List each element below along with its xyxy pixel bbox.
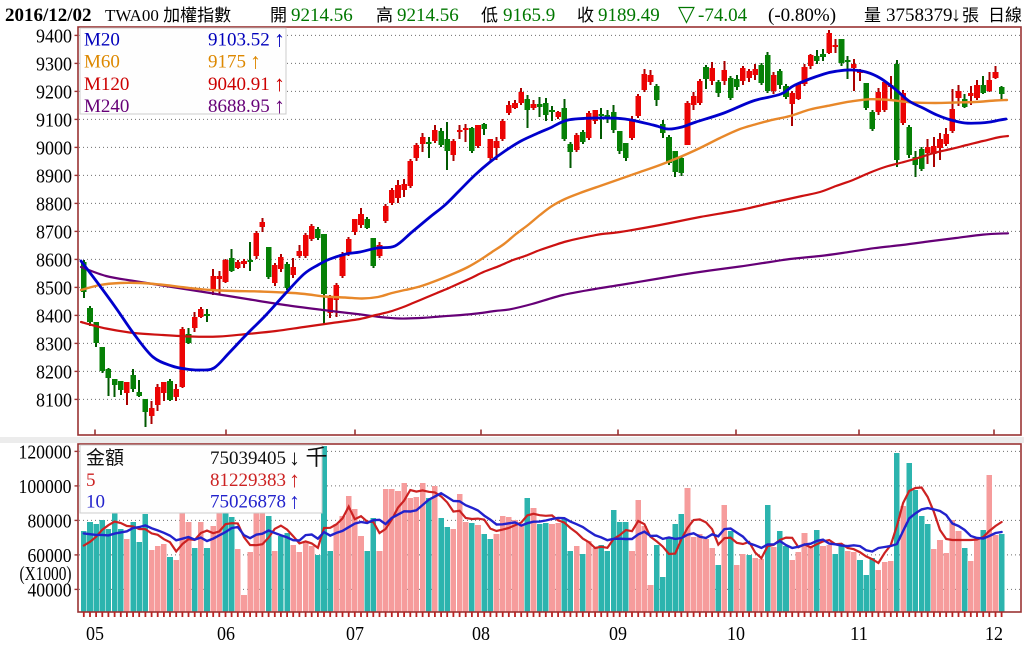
svg-text:9103.52: 9103.52	[208, 30, 270, 51]
svg-text:8100: 8100	[36, 389, 72, 411]
svg-text:M240: M240	[84, 96, 129, 117]
svg-text:9300: 9300	[36, 53, 72, 75]
svg-text:75026878: 75026878	[210, 492, 286, 513]
svg-text:3758379: 3758379	[886, 5, 953, 26]
svg-text:07: 07	[346, 623, 364, 645]
svg-text:8200: 8200	[36, 361, 72, 383]
svg-text:張: 張	[962, 6, 979, 25]
svg-text:40000: 40000	[28, 579, 72, 601]
svg-text:量: 量	[864, 6, 881, 25]
svg-text:9189.49: 9189.49	[598, 5, 660, 26]
svg-text:10: 10	[727, 623, 745, 645]
svg-text:TWA00 加權指數: TWA00 加權指數	[105, 6, 231, 25]
svg-text:9214.56: 9214.56	[397, 5, 459, 26]
svg-text:(-0.80%): (-0.80%)	[768, 5, 836, 26]
svg-text:08: 08	[472, 623, 490, 645]
svg-text:8800: 8800	[36, 193, 72, 215]
svg-text:2016/12/02: 2016/12/02	[5, 5, 92, 26]
svg-text:10: 10	[86, 492, 105, 513]
svg-text:8500: 8500	[36, 277, 72, 299]
svg-text:(X1000): (X1000)	[20, 563, 72, 585]
svg-text:9100: 9100	[36, 109, 72, 131]
svg-text:81229383: 81229383	[210, 470, 286, 491]
svg-text:100000: 100000	[19, 476, 72, 498]
svg-text:8700: 8700	[36, 221, 72, 243]
svg-text:11: 11	[850, 623, 868, 645]
svg-text:-74.04: -74.04	[698, 5, 748, 26]
svg-text:05: 05	[86, 623, 104, 645]
svg-text:9200: 9200	[36, 81, 72, 103]
svg-text:60000: 60000	[28, 545, 72, 567]
svg-text:↑: ↑	[274, 27, 285, 52]
svg-text:8400: 8400	[36, 305, 72, 327]
svg-text:5: 5	[86, 470, 96, 491]
svg-text:金額: 金額	[86, 447, 124, 469]
svg-text:低: 低	[481, 6, 498, 25]
svg-text:↓: ↓	[951, 4, 961, 26]
svg-text:06: 06	[217, 623, 235, 645]
svg-text:75039405: 75039405	[210, 448, 286, 469]
svg-text:8600: 8600	[36, 249, 72, 271]
svg-text:開: 開	[270, 6, 287, 25]
svg-text:↑: ↑	[274, 93, 285, 118]
svg-text:M60: M60	[84, 52, 120, 73]
svg-text:▽: ▽	[678, 1, 695, 26]
svg-text:80000: 80000	[28, 510, 72, 532]
svg-text:09: 09	[609, 623, 627, 645]
svg-text:M120: M120	[84, 74, 129, 95]
svg-text:↑: ↑	[289, 489, 300, 514]
svg-text:120000: 120000	[19, 441, 72, 463]
svg-text:8688.95: 8688.95	[208, 96, 270, 117]
svg-text:日線: 日線	[988, 6, 1022, 25]
svg-text:↑: ↑	[289, 467, 300, 492]
svg-text:9165.9: 9165.9	[503, 5, 555, 26]
svg-text:12: 12	[985, 623, 1003, 645]
svg-text:收: 收	[577, 6, 594, 25]
svg-text:9040.91: 9040.91	[208, 74, 270, 95]
svg-text:8300: 8300	[36, 333, 72, 355]
svg-text:高: 高	[376, 6, 393, 25]
svg-text:9214.56: 9214.56	[291, 5, 353, 26]
svg-text:↑: ↑	[274, 71, 285, 96]
svg-text:9000: 9000	[36, 137, 72, 159]
svg-text:↓ 千: ↓ 千	[289, 445, 328, 470]
svg-text:9400: 9400	[36, 25, 72, 47]
svg-text:8900: 8900	[36, 165, 72, 187]
svg-text:↑: ↑	[250, 49, 261, 74]
svg-text:M20: M20	[84, 30, 120, 51]
svg-text:9175: 9175	[208, 52, 246, 73]
